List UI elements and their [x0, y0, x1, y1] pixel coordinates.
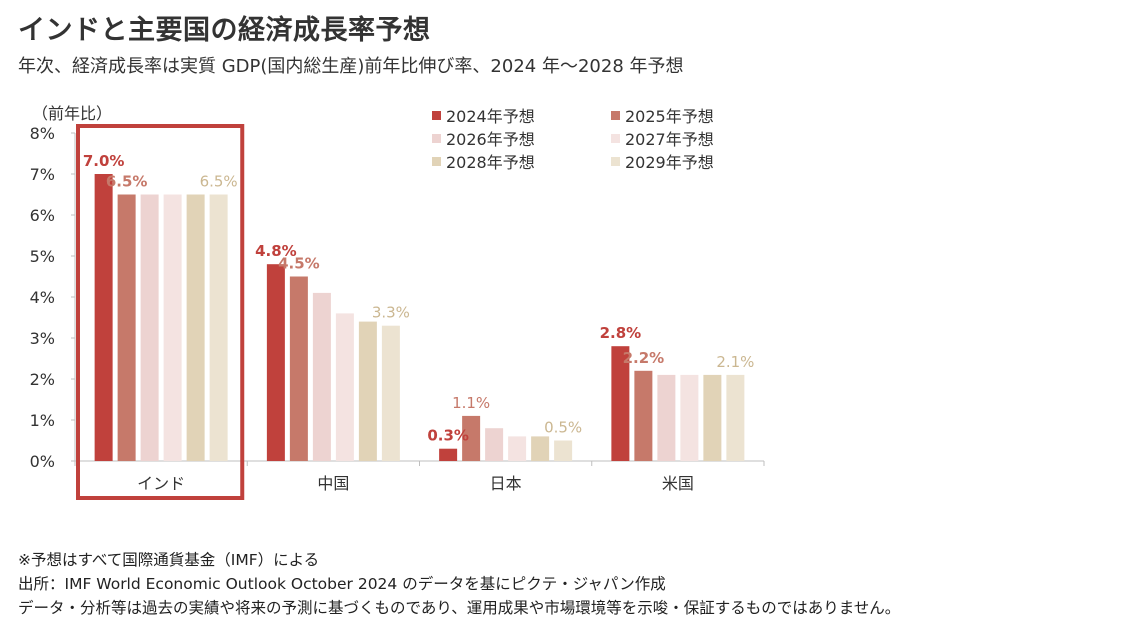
- data-label: 4.8%: [255, 242, 297, 260]
- data-label: 1.1%: [452, 394, 490, 412]
- bar: [94, 174, 113, 461]
- bar: [657, 374, 676, 461]
- y-tick-label: 5%: [30, 247, 55, 266]
- page-title: インドと主要国の経済成長率予想: [18, 15, 431, 46]
- bar: [485, 428, 504, 461]
- footnote-imf: ※予想はすべて国際通貨基金（IMF）による: [18, 551, 320, 569]
- legend-label: 2026年予想: [446, 130, 535, 149]
- data-label: 2.8%: [600, 324, 642, 342]
- footnotes: ※予想はすべて国際通貨基金（IMF）による 出所：IMF World Econo…: [18, 548, 900, 620]
- bar: [703, 374, 722, 461]
- y-tick-label: 2%: [30, 370, 55, 389]
- y-tick-label: 8%: [30, 124, 55, 143]
- bar: [462, 415, 481, 461]
- data-label: 6.5%: [200, 173, 238, 191]
- bars-layer: [94, 174, 745, 461]
- bar: [289, 276, 308, 461]
- legend-label: 2029年予想: [625, 153, 714, 172]
- legend: 2024年予想 2025年予想 2026年予想 2027年予想 2028年予想 2029年…: [432, 107, 714, 172]
- data-label: 7.0%: [83, 152, 125, 170]
- legend-swatch: [432, 157, 441, 166]
- bar: [117, 194, 136, 461]
- bar: [140, 194, 159, 461]
- y-tick-label: 7%: [30, 165, 55, 184]
- bar: [554, 440, 573, 461]
- bar: [531, 436, 550, 461]
- x-tick-label: 中国: [317, 474, 349, 493]
- bar: [312, 292, 331, 461]
- y-tick-label: 4%: [30, 288, 55, 307]
- y-tick-label: 6%: [30, 206, 55, 225]
- bar: [266, 264, 285, 461]
- legend-swatch: [432, 134, 441, 143]
- bar: [335, 313, 354, 461]
- legend-label: 2024年予想: [446, 107, 535, 126]
- data-label: 0.5%: [544, 419, 582, 437]
- y-tick-label: 3%: [30, 329, 55, 348]
- bar: [186, 194, 205, 461]
- page-subtitle: 年次、経済成長率は実質 GDP(国内総生産)前年比伸び率、2024 年～2028…: [18, 56, 684, 77]
- legend-label: 2025年予想: [625, 107, 714, 126]
- bar: [611, 346, 630, 461]
- data-label: 4.5%: [278, 255, 320, 273]
- bar: [381, 325, 400, 461]
- data-label: 6.5%: [106, 173, 148, 191]
- bar: [726, 374, 745, 461]
- bar: [163, 194, 182, 461]
- bar: [358, 321, 377, 461]
- x-tick-label: 米国: [662, 474, 694, 493]
- footnote-source: 出所：IMF World Economic Outlook October 20…: [18, 575, 666, 593]
- data-label: 2.2%: [623, 349, 665, 367]
- legend-label: 2028年予想: [446, 153, 535, 172]
- bar: [634, 370, 653, 461]
- axis-layer: 0% 1% 2% 3% 4% 5% 6% 7% 8%（前年比） インド 中国 日本 米国: [30, 104, 765, 493]
- footnote-disclaimer: データ・分析等は過去の実績や将来の予測に基づくものであり、運用成果や市場環境等を…: [18, 599, 901, 617]
- legend-swatch: [611, 157, 620, 166]
- bar: [680, 374, 699, 461]
- highlight-layer: [76, 124, 245, 500]
- data-label: 2.1%: [716, 353, 754, 371]
- x-tick-label: インド: [137, 474, 185, 493]
- data-label: 0.3%: [427, 427, 469, 445]
- legend-swatch: [611, 134, 620, 143]
- legend-label: 2027年予想: [625, 130, 714, 149]
- bar: [508, 436, 527, 461]
- y-tick-label: 0%: [30, 452, 55, 471]
- y-tick-label: 1%: [30, 411, 55, 430]
- bar: [439, 448, 458, 461]
- legend-swatch: [432, 111, 441, 120]
- bar: [209, 194, 228, 461]
- x-tick-label: 日本: [490, 474, 522, 493]
- data-label: 3.3%: [372, 304, 410, 322]
- y-axis-unit-label: （前年比）: [32, 104, 112, 123]
- highlight-box: [76, 124, 245, 500]
- data-labels-layer: 7.0% 6.5% 6.5% 4.8%4.5% 3.3% 0.3% 1.1% 0.5% 2.8%…: [83, 152, 755, 445]
- legend-swatch: [611, 111, 620, 120]
